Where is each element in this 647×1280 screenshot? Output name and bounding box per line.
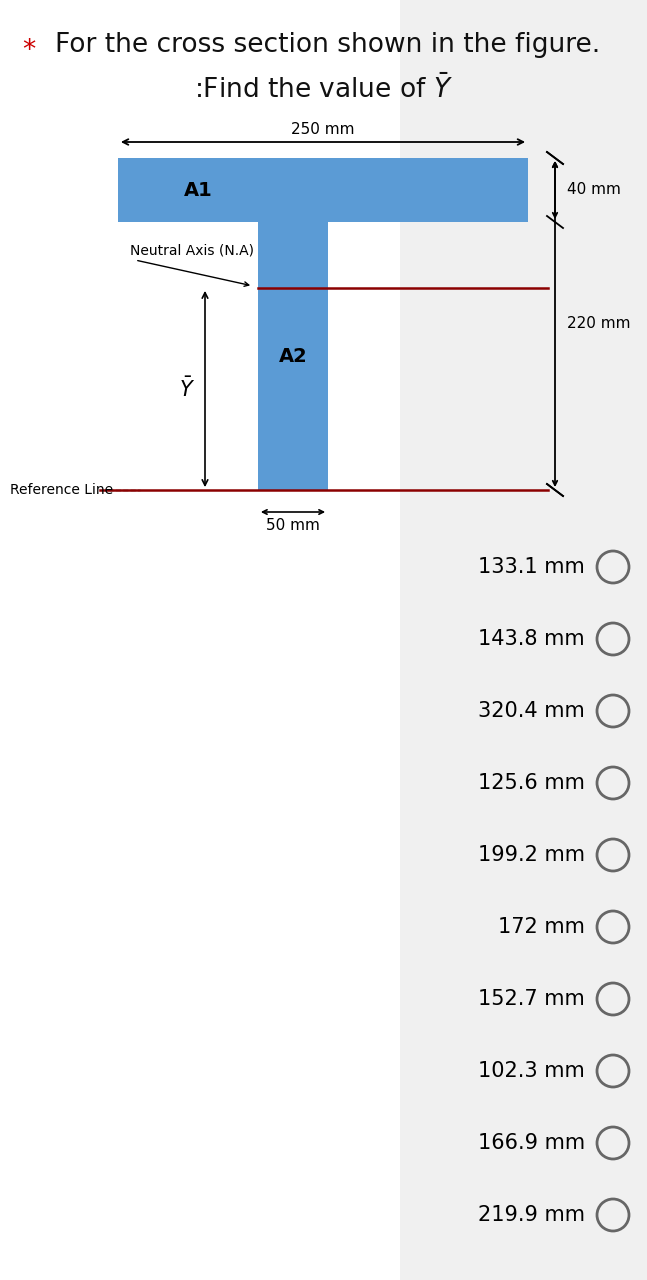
Text: 172 mm: 172 mm [498,916,585,937]
Text: 133.1 mm: 133.1 mm [478,557,585,577]
Text: A1: A1 [184,180,212,200]
FancyBboxPatch shape [0,0,400,1280]
Text: 50 mm: 50 mm [266,518,320,532]
Text: 143.8 mm: 143.8 mm [478,628,585,649]
Text: A2: A2 [279,347,307,366]
Text: *: * [22,38,35,64]
Text: 152.7 mm: 152.7 mm [478,989,585,1009]
Text: 219.9 mm: 219.9 mm [478,1204,585,1225]
Text: Neutral Axis (N.A): Neutral Axis (N.A) [130,244,254,259]
Text: 102.3 mm: 102.3 mm [478,1061,585,1082]
Bar [118,157,528,221]
Text: :Find the value of $\bar{Y}$: :Find the value of $\bar{Y}$ [193,76,452,105]
Text: 320.4 mm: 320.4 mm [478,701,585,721]
Bar [258,221,328,490]
Text: Reference Line: Reference Line [10,483,113,497]
Text: 166.9 mm: 166.9 mm [478,1133,585,1153]
Text: $\bar{Y}$: $\bar{Y}$ [179,376,195,401]
Text: 250 mm: 250 mm [291,122,355,137]
Text: 40 mm: 40 mm [567,183,621,197]
Text: 220 mm: 220 mm [567,316,630,332]
Text: 199.2 mm: 199.2 mm [478,845,585,865]
Text: 125.6 mm: 125.6 mm [478,773,585,794]
Text: For the cross section shown in the figure.: For the cross section shown in the figur… [55,32,600,58]
